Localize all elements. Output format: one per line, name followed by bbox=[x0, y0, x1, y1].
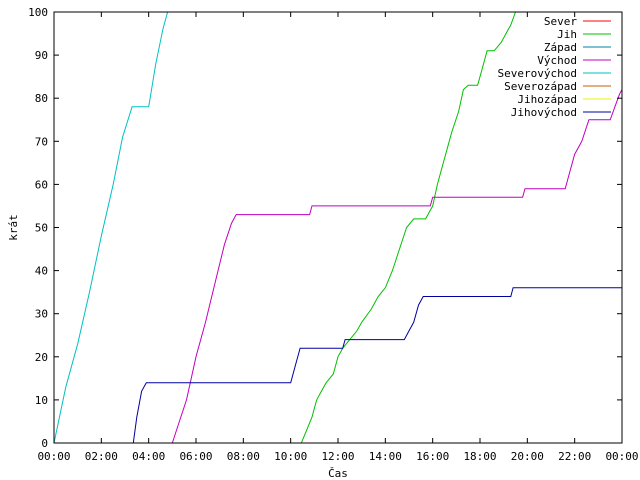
x-tick-label: 04:00 bbox=[132, 450, 165, 463]
legend-label: Západ bbox=[544, 41, 577, 54]
y-tick-label: 80 bbox=[35, 92, 48, 105]
legend-label: Jihozápad bbox=[517, 93, 577, 106]
y-tick-label: 60 bbox=[35, 178, 48, 191]
y-tick-label: 30 bbox=[35, 308, 48, 321]
y-tick-label: 20 bbox=[35, 351, 48, 364]
plot-frame bbox=[53, 11, 623, 444]
x-tick-label: 08:00 bbox=[227, 450, 260, 463]
y-axis-title: krát bbox=[7, 214, 20, 241]
legend: SeverJihZápadVýchodSeverovýchodSeverozáp… bbox=[498, 15, 611, 119]
x-tick-label: 20:00 bbox=[511, 450, 544, 463]
y-tick-label: 0 bbox=[41, 437, 48, 450]
y-tick-label: 70 bbox=[35, 135, 48, 148]
x-tick-label: 06:00 bbox=[179, 450, 212, 463]
legend-label: Severozápad bbox=[504, 80, 577, 93]
x-tick-label: 18:00 bbox=[463, 450, 496, 463]
x-tick-label: 10:00 bbox=[274, 450, 307, 463]
y-tick-label: 10 bbox=[35, 394, 48, 407]
legend-label: Východ bbox=[537, 54, 577, 67]
series-line-7 bbox=[132, 287, 622, 443]
legend-label: Severovýchod bbox=[498, 67, 577, 80]
series-layer bbox=[54, 12, 622, 443]
y-tick-label: 40 bbox=[35, 265, 48, 278]
legend-label: Jihovýchod bbox=[511, 106, 577, 119]
x-tick-label: 00:00 bbox=[37, 450, 70, 463]
series-line-3 bbox=[171, 89, 622, 443]
x-tick-label: 02:00 bbox=[85, 450, 118, 463]
x-tick-label: 14:00 bbox=[369, 450, 402, 463]
x-axis-title: Čas bbox=[328, 467, 348, 480]
x-tick-label: 12:00 bbox=[321, 450, 354, 463]
legend-label: Sever bbox=[544, 15, 577, 28]
series-line-1 bbox=[300, 12, 516, 443]
tick-layer: 0 10 20 30 40 50 60 70 80 90 100 00:00 02:00 04:00 06:… bbox=[28, 6, 638, 463]
legend-label: Jih bbox=[557, 28, 577, 41]
y-tick-label: 90 bbox=[35, 49, 48, 62]
y-tick-label: 100 bbox=[28, 6, 48, 19]
x-tick-label: 22:00 bbox=[558, 450, 591, 463]
y-tick-label: 50 bbox=[35, 222, 48, 235]
series-line-4 bbox=[54, 12, 169, 443]
x-tick-label: 16:00 bbox=[416, 450, 449, 463]
x-tick-label: 00:00 bbox=[605, 450, 638, 463]
